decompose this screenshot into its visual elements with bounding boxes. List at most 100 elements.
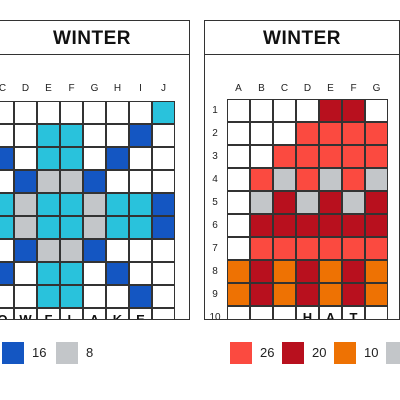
grid-cell[interactable] [14,193,37,216]
grid-cell[interactable] [14,124,37,147]
grid-cell[interactable] [296,283,319,306]
grid-cell[interactable] [227,122,250,145]
grid-cell[interactable] [250,122,273,145]
grid-cell[interactable] [37,216,60,239]
grid-cell[interactable] [83,285,106,308]
answer-cell[interactable] [129,308,152,319]
grid-cell[interactable] [106,262,129,285]
grid-cell[interactable] [37,124,60,147]
grid-cell[interactable] [106,101,129,124]
grid-cell[interactable] [106,216,129,239]
grid-cell[interactable] [152,124,175,147]
grid-cell[interactable] [227,191,250,214]
grid-cell[interactable] [83,193,106,216]
grid-cell[interactable] [60,216,83,239]
grid-cell[interactable] [152,147,175,170]
grid-cell[interactable] [365,283,388,306]
grid-cell[interactable] [250,214,273,237]
grid-cell[interactable] [83,239,106,262]
grid-cell[interactable] [14,285,37,308]
grid-cell[interactable] [0,262,14,285]
grid-cell[interactable] [37,147,60,170]
grid-cell[interactable] [365,168,388,191]
grid-cell[interactable] [342,122,365,145]
grid-cell[interactable] [342,168,365,191]
grid-cell[interactable] [250,283,273,306]
grid-cell[interactable] [0,101,14,124]
grid-cell[interactable] [0,285,14,308]
grid-cell[interactable] [106,239,129,262]
answer-cell[interactable] [0,308,14,319]
grid-cell[interactable] [365,122,388,145]
grid-cell[interactable] [342,145,365,168]
grid-cell[interactable] [60,124,83,147]
grid-cell[interactable] [152,262,175,285]
grid-cell[interactable] [152,170,175,193]
grid-cell[interactable] [83,262,106,285]
grid-cell[interactable] [227,214,250,237]
grid-cell[interactable] [227,237,250,260]
grid-cell[interactable] [37,193,60,216]
grid-cell[interactable] [83,170,106,193]
grid-cell[interactable] [129,147,152,170]
grid-cell[interactable] [106,124,129,147]
grid-cell[interactable] [60,170,83,193]
grid-cell[interactable] [106,285,129,308]
grid-cell[interactable] [227,99,250,122]
grid-cell[interactable] [0,147,14,170]
grid-cell[interactable] [273,306,296,319]
grid-cell[interactable] [14,147,37,170]
grid-cell[interactable] [152,285,175,308]
grid-cell[interactable] [273,145,296,168]
grid-cell[interactable] [14,239,37,262]
grid-cell[interactable] [296,306,319,319]
grid-cell[interactable] [296,191,319,214]
grid-cell[interactable] [250,168,273,191]
grid-cell[interactable] [365,260,388,283]
grid-cell[interactable] [60,101,83,124]
grid-cell[interactable] [60,193,83,216]
answer-cell[interactable] [106,308,129,319]
grid-cell[interactable] [37,262,60,285]
grid-cell[interactable] [319,168,342,191]
grid-cell[interactable] [296,99,319,122]
answer-cell[interactable] [14,308,37,319]
grid-cell[interactable] [129,239,152,262]
grid-cell[interactable] [83,124,106,147]
grid-cell[interactable] [273,168,296,191]
grid-cell[interactable] [250,260,273,283]
grid-cell[interactable] [365,145,388,168]
grid-cell[interactable] [129,124,152,147]
grid-cell[interactable] [60,262,83,285]
grid-cell[interactable] [319,260,342,283]
grid-cell[interactable] [342,260,365,283]
grid-cell[interactable] [296,168,319,191]
grid-cell[interactable] [14,216,37,239]
grid-cell[interactable] [0,170,14,193]
grid-cell[interactable] [296,260,319,283]
grid-cell[interactable] [60,285,83,308]
grid-cell[interactable] [129,101,152,124]
grid-cell[interactable] [250,191,273,214]
grid-cell[interactable] [273,122,296,145]
grid-cell[interactable] [106,170,129,193]
grid-cell[interactable] [319,237,342,260]
grid-cell[interactable] [296,145,319,168]
grid-cell[interactable] [129,170,152,193]
grid-cell[interactable] [319,214,342,237]
grid-cell[interactable] [342,214,365,237]
grid-cell[interactable] [83,101,106,124]
grid-cell[interactable] [342,99,365,122]
grid-cell[interactable] [250,237,273,260]
grid-cell[interactable] [319,122,342,145]
grid-cell[interactable] [250,306,273,319]
grid-cell[interactable] [0,239,14,262]
grid-cell[interactable] [152,216,175,239]
grid-cell[interactable] [14,101,37,124]
grid-cell[interactable] [319,191,342,214]
grid-cell[interactable] [365,237,388,260]
answer-cell[interactable] [152,308,175,319]
grid-cell[interactable] [342,283,365,306]
grid-cell[interactable] [37,239,60,262]
grid-cell[interactable] [0,193,14,216]
